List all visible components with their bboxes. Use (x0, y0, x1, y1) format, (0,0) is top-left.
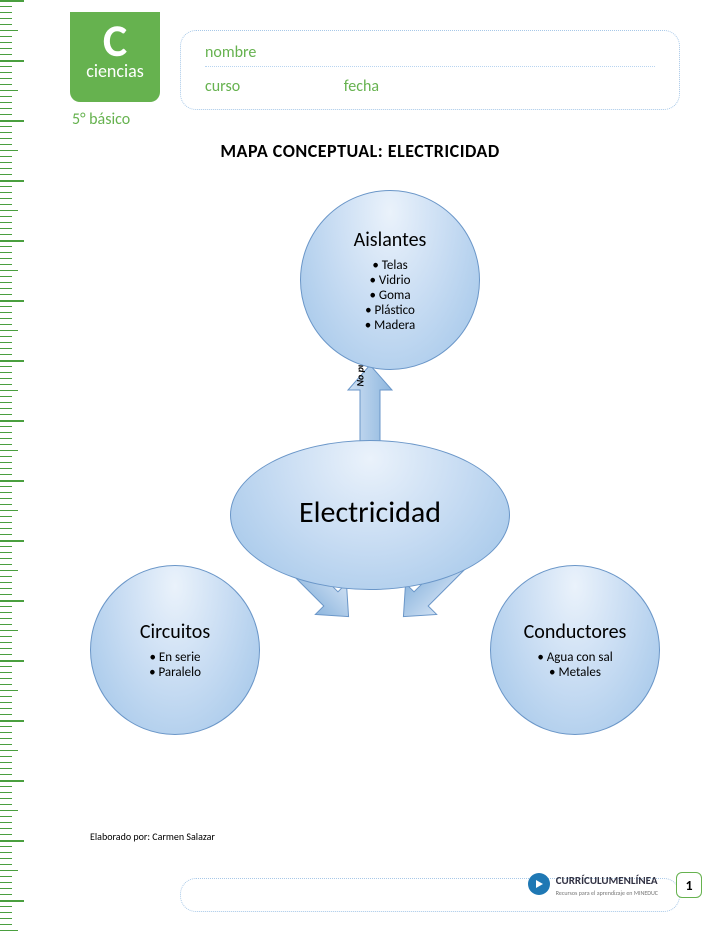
grade-label: 5° básico (72, 110, 130, 129)
list-item: Agua con sal (537, 650, 612, 665)
node-center-title: Electricidad (299, 494, 441, 531)
field-fecha-label: fecha (344, 77, 379, 96)
node-right-title: Conductores (524, 620, 627, 644)
field-nombre-label: nombre (205, 43, 256, 62)
node-right-items: Agua con sal Metales (537, 650, 612, 680)
footer-logo-sub: Recursos para el aprendizaje en MINEDUC (556, 889, 658, 897)
badge-letter: C (70, 18, 160, 64)
node-aislantes: Aislantes Telas Vidrio Goma Plástico Mad… (300, 190, 480, 370)
node-left-title: Circuitos (140, 620, 210, 644)
student-info-box: nombre curso fecha (180, 30, 680, 110)
node-top-items: Telas Vidrio Goma Plástico Madera (365, 258, 416, 333)
list-item: Plástico (365, 303, 416, 318)
badge-subject: ciencias (70, 60, 160, 82)
node-conductores: Conductores Agua con sal Metales (490, 565, 660, 735)
field-curso-label: curso (205, 77, 240, 96)
list-item: Telas (365, 258, 416, 273)
list-item: Paralelo (149, 665, 201, 680)
footer-logo-text: CURRÍCULUMENLÍNEA (556, 874, 658, 887)
node-left-items: En serie Paralelo (149, 650, 201, 680)
page-number: 1 (676, 872, 702, 898)
play-icon (528, 873, 550, 895)
list-item: Madera (365, 318, 416, 333)
list-item: En serie (149, 650, 201, 665)
subject-badge: C ciencias (70, 12, 160, 102)
author-credit: Elaborado por: Carmen Salazar (90, 830, 215, 843)
node-circuitos: Circuitos En serie Paralelo (90, 565, 260, 735)
list-item: Vidrio (365, 273, 416, 288)
list-item: Metales (537, 665, 612, 680)
page-title: MAPA CONCEPTUAL: ELECTRICIDAD (0, 140, 720, 162)
footer-logo: CURRÍCULUMENLÍNEA Recursos para el apren… (528, 870, 658, 897)
node-electricidad: Electricidad (230, 440, 510, 590)
list-item: Goma (365, 288, 416, 303)
concept-map: No puede fluir en puede fluir en puede f… (40, 170, 700, 790)
node-top-title: Aislantes (354, 228, 427, 252)
